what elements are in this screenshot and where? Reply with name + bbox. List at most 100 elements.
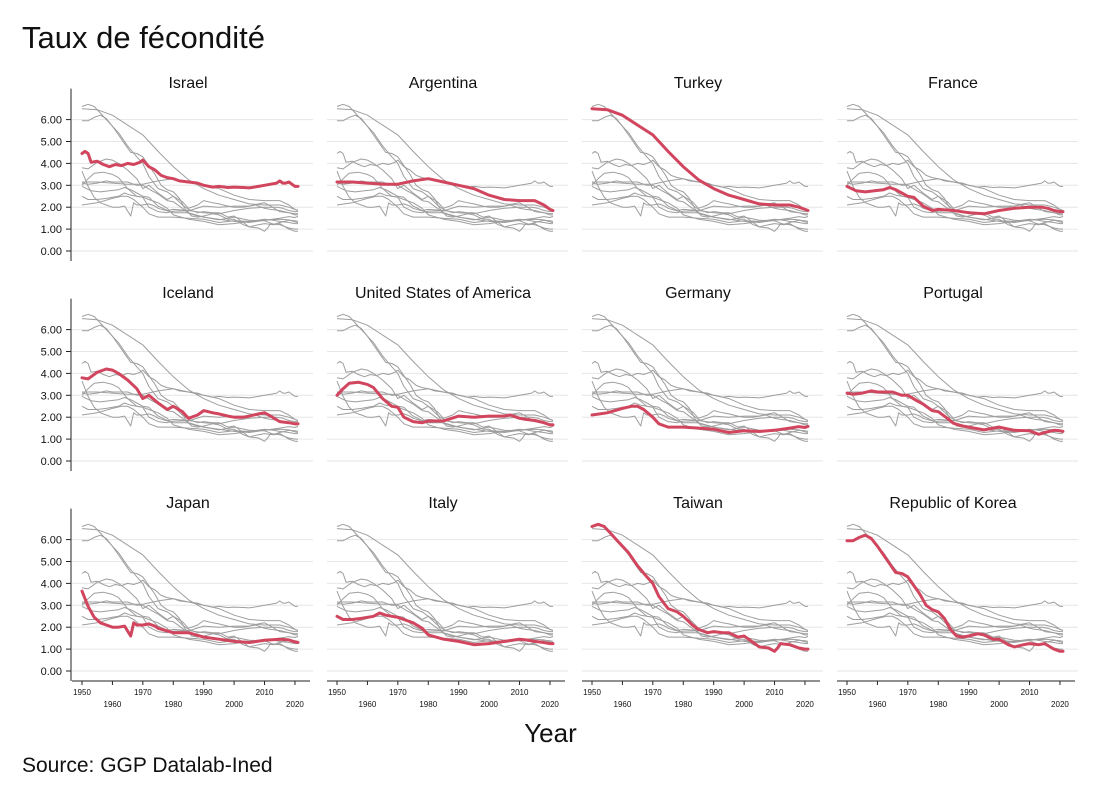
- background-line-argentina: [592, 178, 809, 211]
- background-line-germany: [336, 195, 554, 223]
- y-tick-label: 2.00: [41, 202, 62, 214]
- y-tick-label: 4.00: [41, 158, 62, 170]
- x-tick-label: 1970: [389, 688, 407, 697]
- x-tick-label: 1950: [583, 688, 601, 697]
- highlight-line-turkey: [590, 107, 810, 212]
- highlight-line-israel: [80, 149, 300, 190]
- background-line-iceland: [591, 368, 808, 425]
- background-line-taiwan: [81, 313, 298, 442]
- y-tick-label: 0.00: [41, 456, 62, 468]
- background-line-argentina: [337, 388, 554, 421]
- x-tick-label: 2020: [286, 700, 304, 709]
- background-line-united-states-of-america: [81, 591, 298, 636]
- background-line-italy: [591, 612, 808, 646]
- background-line-argentina: [847, 598, 1064, 631]
- background-line-france: [81, 395, 298, 425]
- y-tick-label: 3.00: [41, 180, 62, 192]
- panel-title: Portugal: [923, 285, 983, 302]
- panel-republic-of-korea: Republic of Korea 1950 1960 1970 1980 1990 200…: [837, 495, 1078, 709]
- background-line-united-states-of-america: [846, 171, 1063, 216]
- y-tick-label: 1.00: [41, 434, 62, 446]
- background-line-portugal: [81, 180, 299, 225]
- background-line-argentina: [592, 388, 809, 421]
- background-line-turkey: [336, 528, 554, 631]
- background-line-republic-of-korea: [337, 114, 553, 232]
- background-line-iceland: [846, 368, 1063, 425]
- background-line-germany: [846, 405, 1064, 433]
- y-tick-label: 5.00: [41, 137, 62, 149]
- background-line-japan: [81, 380, 299, 433]
- background-line-argentina: [847, 178, 1064, 211]
- background-line-france: [591, 185, 808, 215]
- background-line-argentina: [847, 388, 1064, 421]
- panel-germany: Germany: [582, 285, 823, 462]
- y-tick-label: 1.00: [41, 224, 62, 236]
- background-line-germany: [336, 405, 554, 433]
- highlight-line-france: [845, 184, 1065, 216]
- background-line-republic-of-korea: [337, 534, 553, 652]
- x-tick-label: 1960: [614, 700, 632, 709]
- y-tick-label: 6.00: [41, 115, 62, 127]
- background-line-united-states-of-america: [591, 171, 808, 216]
- background-line-turkey: [846, 528, 1064, 631]
- panel-title: United States of America: [355, 285, 531, 302]
- x-tick-label: 1950: [328, 688, 346, 697]
- x-tick-label: 2000: [735, 700, 753, 709]
- background-line-turkey: [336, 108, 554, 211]
- background-line-turkey: [81, 318, 299, 421]
- y-tick-label: 4.00: [41, 368, 62, 380]
- background-line-turkey: [846, 318, 1064, 421]
- background-line-italy: [591, 192, 808, 226]
- x-tick-label: 2010: [1021, 688, 1039, 697]
- x-tick-label: 2000: [990, 700, 1008, 709]
- background-line-portugal: [336, 180, 554, 225]
- background-line-iceland: [591, 578, 808, 635]
- background-line-united-states-of-america: [81, 171, 298, 216]
- highlight-line-united-states-of-america: [335, 380, 555, 427]
- background-line-republic-of-korea: [82, 324, 298, 442]
- background-line-japan: [846, 590, 1064, 643]
- background-line-turkey: [81, 108, 299, 211]
- x-tick-label: 1980: [674, 700, 692, 709]
- highlight-line-argentina: [335, 177, 555, 212]
- background-line-united-states-of-america: [846, 591, 1063, 636]
- x-tick-label: 1960: [359, 700, 377, 709]
- panel-title: Israel: [168, 75, 207, 92]
- y-tick-label: 0.00: [41, 246, 62, 258]
- x-tick-label: 2010: [511, 688, 529, 697]
- background-line-france: [336, 395, 553, 425]
- background-line-portugal: [846, 180, 1064, 225]
- background-line-taiwan: [81, 103, 298, 232]
- background-line-united-states-of-america: [336, 171, 553, 216]
- y-tick-label: 2.00: [41, 412, 62, 424]
- highlight-line-italy: [335, 611, 555, 647]
- background-line-turkey: [336, 318, 554, 421]
- background-line-argentina: [82, 598, 299, 631]
- background-line-france: [81, 185, 298, 215]
- background-line-italy: [336, 192, 553, 226]
- background-line-republic-of-korea: [592, 324, 808, 442]
- background-line-france: [336, 185, 553, 215]
- background-line-republic-of-korea: [847, 324, 1063, 442]
- panel-france: France: [837, 75, 1078, 252]
- panel-iceland: Iceland 0.00 1.00 2.00 3.00 4.00 5.00 6.00: [41, 285, 313, 471]
- background-line-turkey: [846, 108, 1064, 211]
- highlight-line-taiwan: [590, 522, 810, 653]
- source-note: Source: GGP Datalab-Ined: [22, 754, 273, 777]
- x-tick-label: 2010: [766, 688, 784, 697]
- x-tick-label: 1970: [899, 688, 917, 697]
- background-line-united-states-of-america: [591, 381, 808, 426]
- panel-title: Germany: [665, 285, 731, 302]
- x-tick-label: 1980: [164, 700, 182, 709]
- background-line-united-states-of-america: [336, 591, 553, 636]
- background-line-japan: [336, 170, 554, 223]
- background-line-united-states-of-america: [846, 381, 1063, 426]
- background-line-france: [846, 395, 1063, 425]
- background-line-germany: [591, 195, 809, 223]
- background-line-italy: [846, 192, 1063, 226]
- highlight-line-japan: [80, 589, 300, 644]
- panel-united-states-of-america: United States of America: [327, 285, 568, 462]
- panel-title: Taiwan: [673, 495, 723, 512]
- background-line-italy: [846, 612, 1063, 646]
- background-line-germany: [591, 615, 809, 643]
